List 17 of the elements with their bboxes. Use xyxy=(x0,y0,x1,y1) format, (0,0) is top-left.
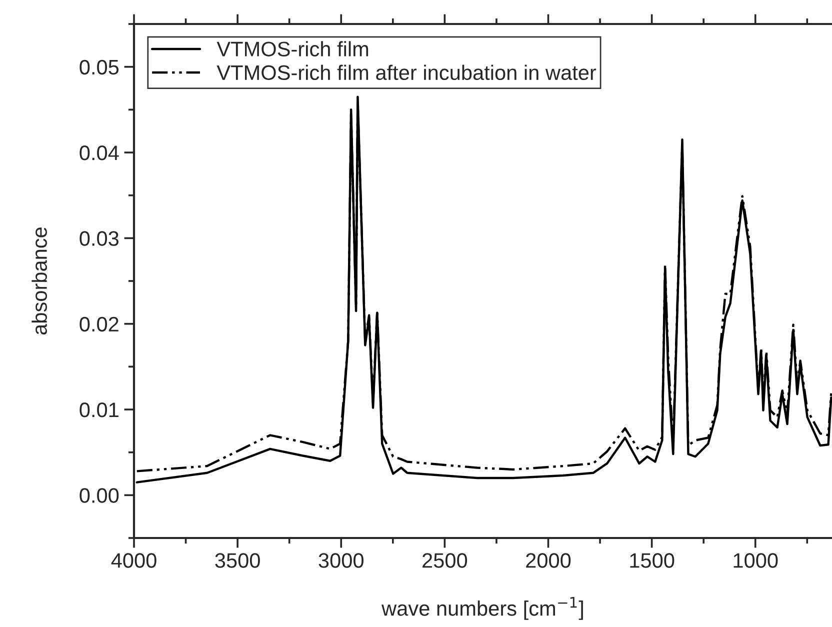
x-axis-title: wave numbers [cm$^{−1}$] xyxy=(382,597,583,620)
y-tick-label: 0.00 xyxy=(80,488,119,503)
x-tick-label: 1000 xyxy=(734,553,778,568)
y-axis-title: absorbance xyxy=(32,227,47,335)
x-tick-label: 1500 xyxy=(630,553,674,568)
y-tick-label: 0.04 xyxy=(80,146,119,160)
y-tick-label: 0.01 xyxy=(80,402,118,418)
y-tick-label: 0.03 xyxy=(80,231,119,246)
legend-label: VTMOS-rich film xyxy=(216,41,368,56)
legend-label: VTMOS-rich film after incubation in water xyxy=(216,64,596,80)
x-tick-label: 3000 xyxy=(318,553,364,568)
y-tick-label: 0.05 xyxy=(80,60,119,75)
x-tick-label: 3500 xyxy=(215,553,260,568)
y-tick-label: 0.02 xyxy=(80,316,118,332)
x-tick-label: 4000 xyxy=(111,553,156,568)
x-tick-label: 2500 xyxy=(422,553,468,568)
x-tick-label: 2000 xyxy=(526,553,571,568)
